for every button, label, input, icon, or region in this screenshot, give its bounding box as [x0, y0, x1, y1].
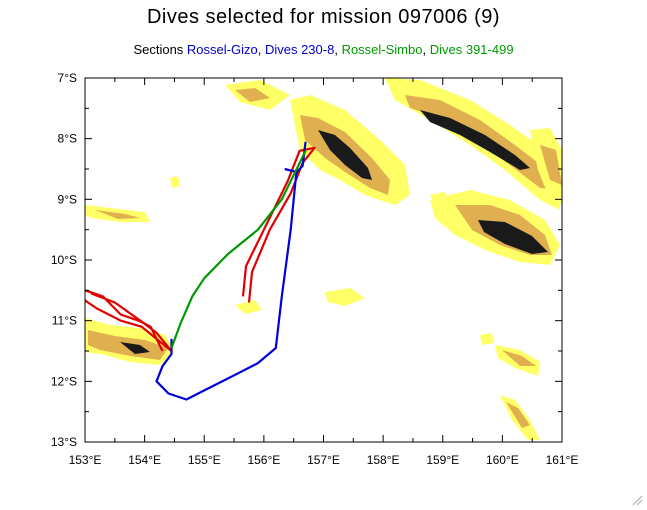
- glider-tracks: [85, 141, 316, 401]
- land-mid: [235, 88, 270, 102]
- x-tick-label: 161°E: [546, 453, 579, 467]
- x-tick-label: 158°E: [367, 453, 400, 467]
- land-dark: [420, 110, 530, 170]
- y-tick-label: 10°S: [51, 253, 77, 267]
- land-mid: [502, 350, 536, 366]
- land-dark: [478, 220, 548, 254]
- track-blue-2: [155, 168, 298, 401]
- land-light: [235, 300, 262, 314]
- land-light: [530, 128, 562, 205]
- land-dark: [318, 130, 372, 180]
- y-tick-label: 13°S: [51, 435, 77, 449]
- subtitle-part: Dives 230-8: [264, 42, 335, 57]
- x-tick-label: 160°E: [486, 453, 519, 467]
- land-light: [170, 176, 180, 188]
- x-tick-label: 154°E: [128, 453, 161, 467]
- x-tick-label: 155°E: [188, 453, 221, 467]
- subtitle-part: Dives 391-499: [429, 42, 514, 57]
- track-red-1: [241, 146, 316, 303]
- land-dark: [120, 342, 150, 354]
- x-tick-label: 156°E: [247, 453, 280, 467]
- y-tick-label: 11°S: [52, 314, 77, 328]
- subtitle-part: ,: [422, 42, 430, 57]
- land-light: [480, 333, 494, 345]
- land-light: [325, 288, 365, 306]
- subtitle-prefix: Sections: [133, 42, 187, 57]
- track-red-0: [85, 289, 173, 353]
- land-mid: [540, 145, 562, 185]
- resize-grip-icon[interactable]: [631, 494, 643, 506]
- x-tick-label: 153°E: [69, 453, 102, 467]
- chart-subtitle: Sections Rossel-Gizo, Dives 230-8, Rosse…: [0, 42, 647, 57]
- track-green-4: [170, 150, 307, 349]
- subtitle-part: ,: [334, 42, 342, 57]
- y-tick-label: 9°S: [58, 192, 77, 206]
- land-light: [430, 192, 450, 210]
- land-mid: [95, 210, 140, 219]
- chart-title: Dives selected for mission 097006 (9): [146, 6, 501, 28]
- land-layer: [85, 78, 562, 440]
- land-mid: [506, 402, 530, 428]
- subtitle-part: Rossel-Simbo: [341, 42, 423, 57]
- subtitle-part: Rossel-Gizo: [186, 42, 258, 57]
- axis-ticks: 153°E 154°E 155°E 156°E 157°E 158°E 159°E 160°E…: [51, 71, 579, 467]
- y-tick-label: 7°S: [58, 71, 77, 85]
- x-tick-label: 157°E: [307, 453, 340, 467]
- x-tick-label: 159°E: [426, 453, 459, 467]
- y-tick-label: 8°S: [58, 132, 77, 146]
- subtitle-part: ,: [257, 42, 265, 57]
- y-tick-label: 12°S: [51, 374, 77, 388]
